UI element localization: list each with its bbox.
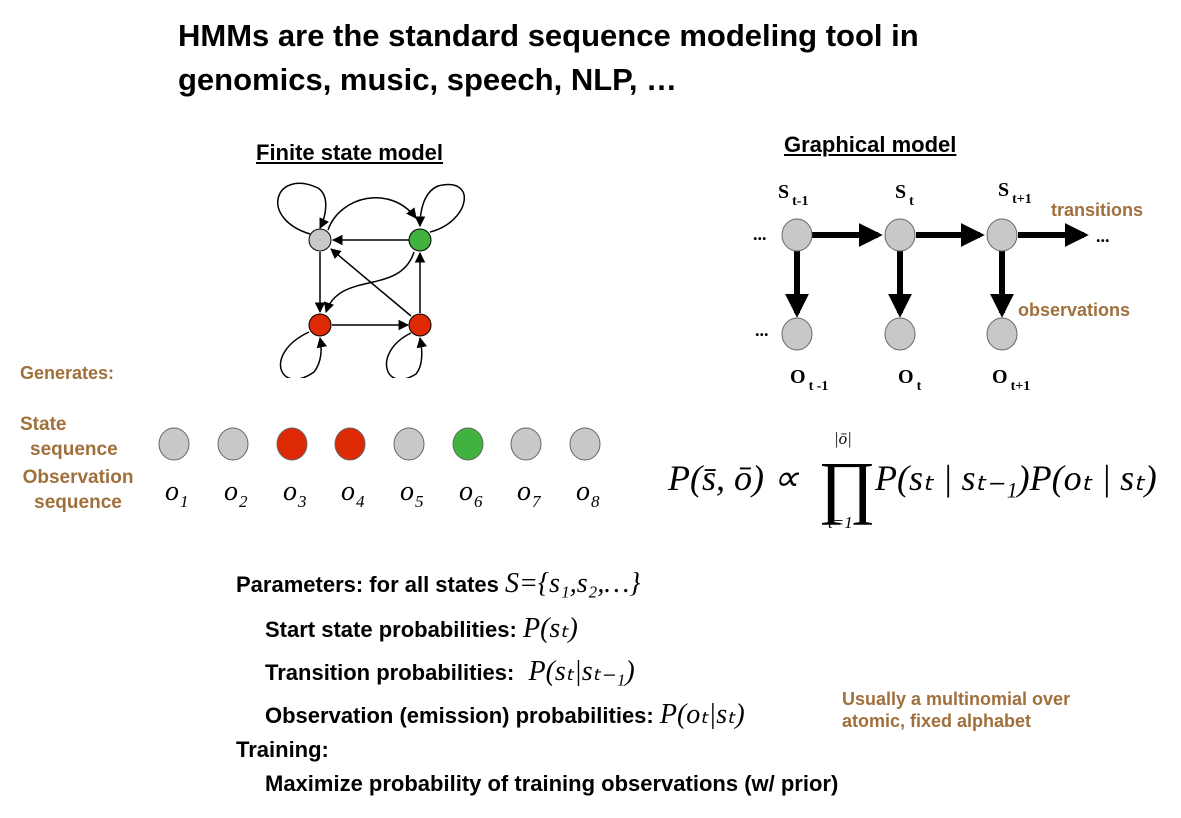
joint-probability-formula: P(s̄, ō) ∝ ∏ |ō| t=1 P(sₜ | sₜ₋₁)P(oₜ | … (667, 429, 1157, 532)
self-loop-green (414, 183, 465, 233)
state-node-gray (308, 228, 332, 252)
sequence-observation-label-4: o4 (341, 476, 365, 511)
sequence-observation-label-8: o8 (576, 476, 600, 511)
transition-probabilities-math: P(sₜ|sₜ₋₁) (528, 656, 635, 687)
emission-note-line-2: atomic, fixed alphabet (842, 711, 1032, 731)
edge-green-to-red1 (324, 251, 415, 313)
parameters-math: S={s₁,s₂,…} (505, 568, 641, 599)
formula-rhs: P(sₜ | sₜ₋₁)P(oₜ | sₜ) (874, 458, 1157, 498)
slide-title: HMMs are the standard sequence modeling … (178, 14, 919, 102)
formula-upper-limit: |ō| (834, 429, 852, 448)
state-sequence-line-1: State (20, 414, 67, 435)
formula-lower-limit: t=1 (828, 513, 853, 532)
sequence-state-node-2 (217, 427, 249, 461)
start-probabilities-label: Start state probabilities: (265, 617, 517, 642)
parameters-line: Parameters: for all states S={s₁,s₂,…} (236, 568, 640, 600)
sequence-observation-label-7: o7 (517, 476, 542, 511)
title-line-2: genomics, music, speech, NLP, … (178, 62, 678, 97)
sequence-state-node-3 (276, 427, 308, 461)
observation-node-1 (781, 317, 813, 351)
ellipsis-left-states: ... (753, 224, 767, 244)
generates-label: Generates: (20, 363, 115, 383)
sequence-observation-label-2: o2 (224, 476, 248, 511)
self-loop-red-2 (385, 332, 428, 378)
finite-state-diagram (277, 182, 465, 378)
parameters-label: Parameters: for all states (236, 572, 499, 597)
sequence-state-node-1 (158, 427, 190, 461)
emission-probabilities-math: P(oₜ|sₜ) (659, 699, 745, 730)
hidden-state-node-1 (781, 218, 813, 252)
transitions-label: transitions (1051, 200, 1144, 220)
sequence-state-node-6 (452, 427, 484, 461)
formula-product-symbol: ∏ (818, 449, 876, 526)
emission-probabilities-line: Observation (emission) probabilities: P(… (265, 697, 745, 731)
training-label: Training: (236, 737, 329, 762)
state-node-red-1 (308, 313, 332, 337)
sequence-observation-label-5: o5 (400, 476, 424, 511)
emission-note: Usually a multinomial over atomic, fixed… (842, 688, 1070, 732)
finite-state-model-heading: Finite state model (256, 140, 444, 165)
ellipsis-left-observations: ... (755, 320, 769, 340)
title-line-1: HMMs are the standard sequence modeling … (178, 18, 919, 53)
observation-sequence-line-1: Observation (22, 467, 134, 488)
generated-sequence: o1 o2 o3 o4 o5 o6 o7 o8 (158, 427, 601, 511)
sequence-state-node-7 (510, 427, 542, 461)
start-probabilities-line: Start state probabilities: P(sₜ) (265, 611, 578, 645)
state-sequence-label: State sequence (20, 412, 118, 462)
observations-label: observations (1018, 300, 1131, 320)
emission-note-line-1: Usually a multinomial over (842, 689, 1071, 709)
observation-sequence-line-2: sequence (34, 492, 122, 513)
sequence-observation-label-3: o3 (283, 476, 307, 511)
transition-probabilities-line: Transition probabilities: P(sₜ|sₜ₋₁) (265, 654, 635, 688)
ellipsis-right-states: ... (1096, 226, 1110, 246)
hidden-state-node-3 (986, 218, 1018, 252)
graphical-model-heading: Graphical model (784, 132, 957, 157)
observation-node-2 (884, 317, 916, 351)
training-text: Maximize probability of training observa… (265, 771, 839, 796)
self-loop-gray (277, 182, 329, 235)
self-loop-red-1 (279, 331, 327, 378)
observation-node-3 (986, 317, 1018, 351)
sequence-state-node-8 (569, 427, 601, 461)
sequence-state-node-5 (393, 427, 425, 461)
sequence-observation-label-1: o1 (165, 476, 189, 511)
transition-probabilities-label: Transition probabilities: (265, 660, 515, 685)
state-sequence-line-2: sequence (30, 439, 118, 460)
emission-probabilities-label: Observation (emission) probabilities: (265, 703, 654, 728)
edge-gray-to-green (327, 196, 417, 231)
sequence-state-node-4 (334, 427, 366, 461)
state-node-red-2 (408, 313, 432, 337)
formula-lhs: P(s̄, ō) ∝ (667, 458, 800, 498)
hidden-state-node-2 (884, 218, 916, 252)
observation-sequence-label: Observation sequence (20, 465, 136, 515)
state-node-green (408, 228, 432, 252)
start-probabilities-math: P(sₜ) (522, 613, 578, 644)
sequence-observation-label-6: o6 (459, 476, 483, 511)
